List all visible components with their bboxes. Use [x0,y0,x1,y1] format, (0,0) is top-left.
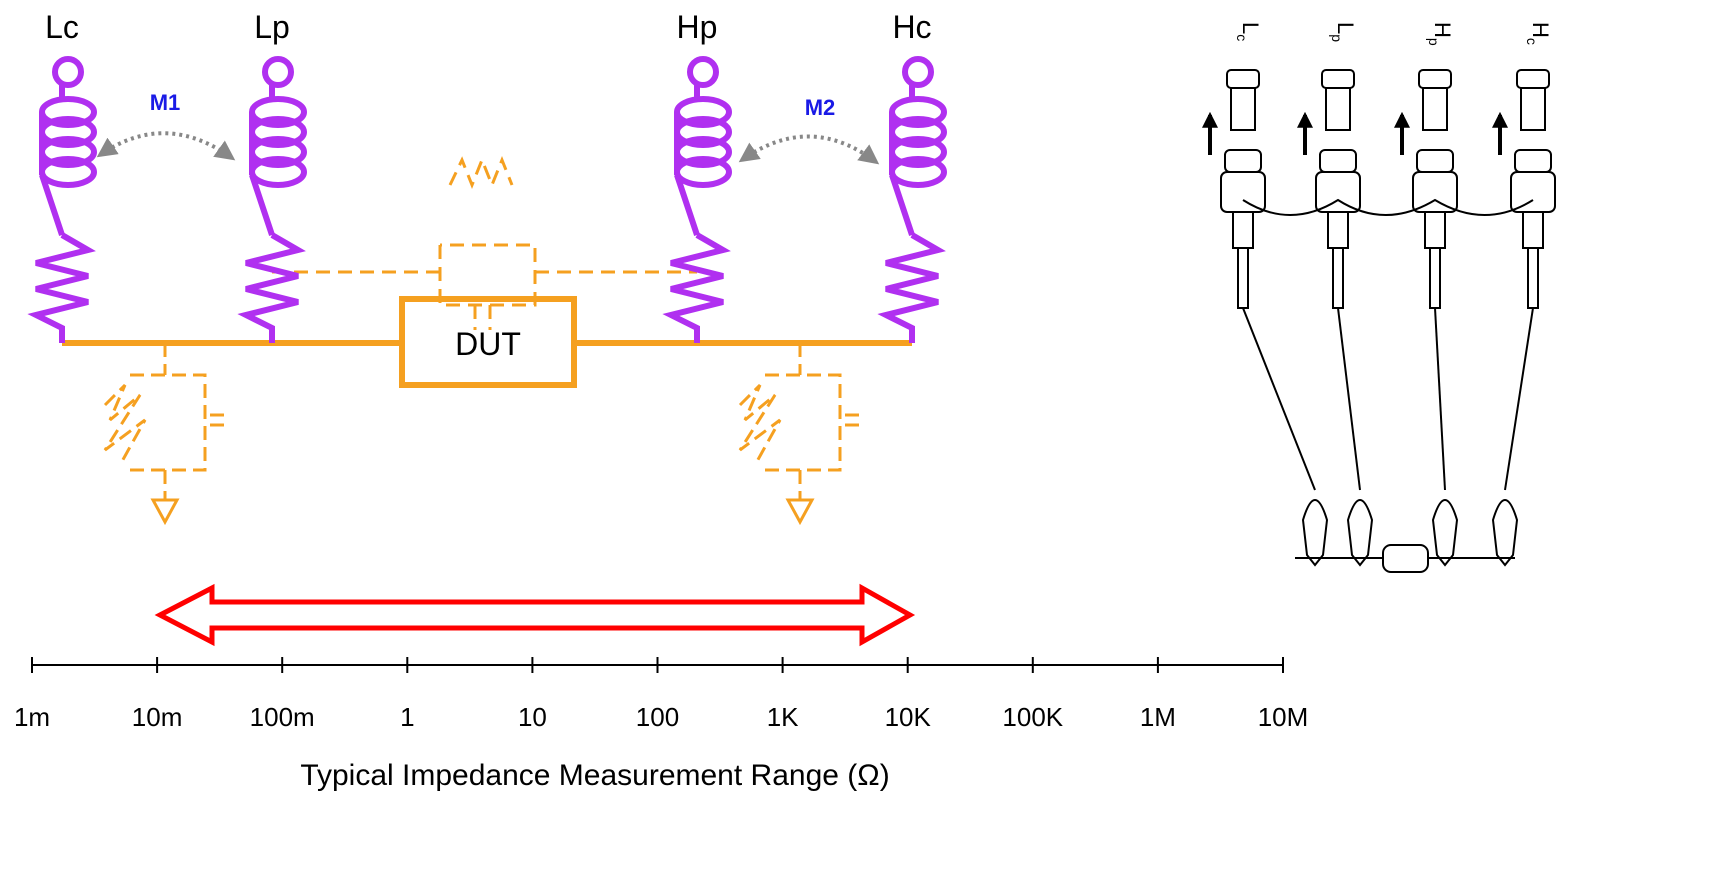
tick-label: 10M [1258,702,1309,732]
parasitic-ground [738,343,865,526]
clip [1346,499,1374,567]
wire [674,174,700,236]
component [1382,544,1429,573]
ground [785,498,815,526]
probe-illustration: Lc Lp Hp Hc [1202,22,1556,573]
dut-label: DUT [455,326,521,362]
bnc-pin [1237,247,1249,309]
bnc [1522,211,1544,249]
parasitic-ground [103,343,230,526]
bnc-pin [1332,247,1344,309]
resistor [237,232,306,343]
terminal [662,56,732,343]
terminal [237,56,307,343]
connector-cap [1325,87,1351,131]
terminal-node [687,56,719,88]
resistor [27,232,96,343]
terminal-label: Hc [892,9,931,45]
mutual-label: M2 [805,95,836,120]
tick-label: 1 [400,702,414,732]
cable [1242,198,1534,216]
parasitic [272,155,697,330]
dut-box [399,296,577,388]
bnc [1327,211,1349,249]
ground [150,498,180,526]
bnc [1424,211,1446,249]
bnc-pin [1527,247,1539,309]
lead [1337,307,1361,491]
axis-title: Typical Impedance Measurement Range (Ω) [300,759,889,792]
wire [249,174,275,236]
bnc [1232,211,1254,249]
lead [1434,307,1446,491]
resistor [738,383,782,466]
range-arrow [154,583,916,647]
connector-cap [1230,87,1256,131]
tick-label: 100 [636,702,679,732]
clip [1491,499,1519,567]
connector-cap [1418,69,1452,89]
terminal [27,56,97,343]
resistor [103,383,147,466]
lead [1242,307,1316,491]
bnc [1412,171,1458,213]
bnc [1416,149,1454,173]
coupling-arrow [738,134,880,165]
tick-label: 100m [250,702,315,732]
terminal-label: Lc [45,9,79,45]
tick-label: 10 [518,702,547,732]
connector-cap [1226,69,1260,89]
connector-cap [1516,69,1550,89]
wire [889,174,915,236]
terminal-label: Hp [677,9,718,45]
probe-label: Lc [1234,22,1263,41]
bnc [1220,171,1266,213]
bnc [1510,171,1556,213]
tick-label: 10K [885,702,932,732]
tick-label: 1K [767,702,799,732]
wire [39,174,65,236]
connector-cap [1520,87,1546,131]
resistor [877,232,946,343]
tick-label: 10m [132,702,183,732]
tick-label: 100K [1002,702,1063,732]
clip [1301,499,1329,567]
connector-cap [1422,87,1448,131]
terminal-label: Lp [254,9,290,45]
lead [1504,307,1534,491]
terminal-node [902,56,934,88]
tick-label: 1M [1140,702,1176,732]
probe-label: Hc [1524,22,1553,45]
bnc [1514,149,1552,173]
terminal-node [52,56,84,88]
terminal-node [262,56,294,88]
terminal [877,56,947,343]
bnc [1315,171,1361,213]
probe-label: Hp [1426,22,1455,46]
mutual-label: M1 [150,90,181,115]
bnc [1224,149,1262,173]
coupling-arrow [96,131,236,161]
connector-cap [1321,69,1355,89]
bnc-pin [1429,247,1441,309]
bnc [1319,149,1357,173]
clip [1431,499,1459,567]
tick-label: 1m [14,702,50,732]
resistor [662,232,731,343]
probe-label: Lp [1329,22,1358,42]
